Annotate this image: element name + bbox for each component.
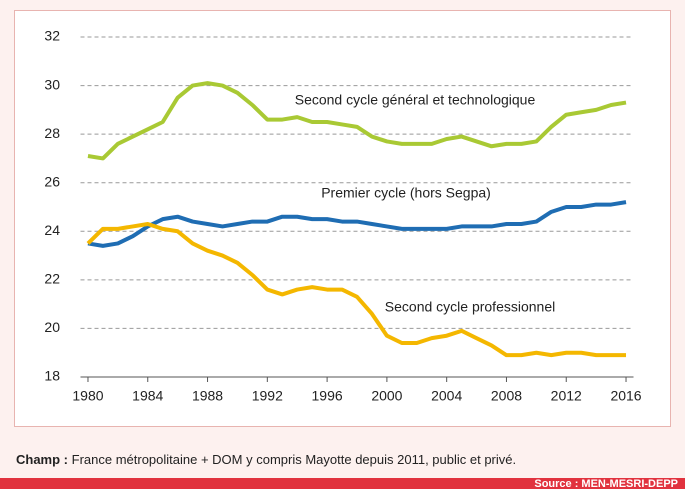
series-line [87, 200, 627, 248]
x-tick-label: 2004 [431, 388, 462, 404]
y-tick-label: 24 [44, 222, 60, 238]
note-text: France métropolitaine + DOM y compris Ma… [72, 452, 517, 467]
note: Champ : France métropolitaine + DOM y co… [16, 452, 516, 467]
y-tick-label: 22 [44, 271, 60, 287]
y-tick-label: 32 [44, 28, 60, 44]
y-tick-label: 26 [44, 173, 60, 189]
series-label: Premier cycle (hors Segpa) [321, 185, 491, 201]
plot-panel [14, 10, 671, 427]
y-tick-label: 28 [44, 125, 60, 141]
x-tick-label: 1992 [252, 388, 283, 404]
series-line [86, 222, 627, 358]
x-tick-label: 1980 [72, 388, 103, 404]
x-tick-label: 1996 [312, 388, 343, 404]
x-tick-label: 1988 [192, 388, 223, 404]
y-tick-label: 30 [44, 76, 60, 92]
x-tick-label: 2016 [610, 388, 641, 404]
source: Source : MEN-MESRI-DEPP [534, 478, 678, 489]
source-bar [0, 478, 685, 489]
y-tick-label: 20 [44, 319, 60, 335]
series-line [87, 81, 627, 161]
series-label: Second cycle professionnel [385, 299, 555, 315]
x-tick-label: 2012 [551, 388, 582, 404]
note-label: Champ : [16, 452, 68, 467]
x-tick-label: 2008 [491, 388, 522, 404]
series-label: Second cycle général et technologique [295, 92, 536, 108]
x-tick-label: 2000 [371, 388, 402, 404]
y-tick-label: 18 [44, 368, 60, 384]
x-tick-label: 1984 [132, 388, 163, 404]
